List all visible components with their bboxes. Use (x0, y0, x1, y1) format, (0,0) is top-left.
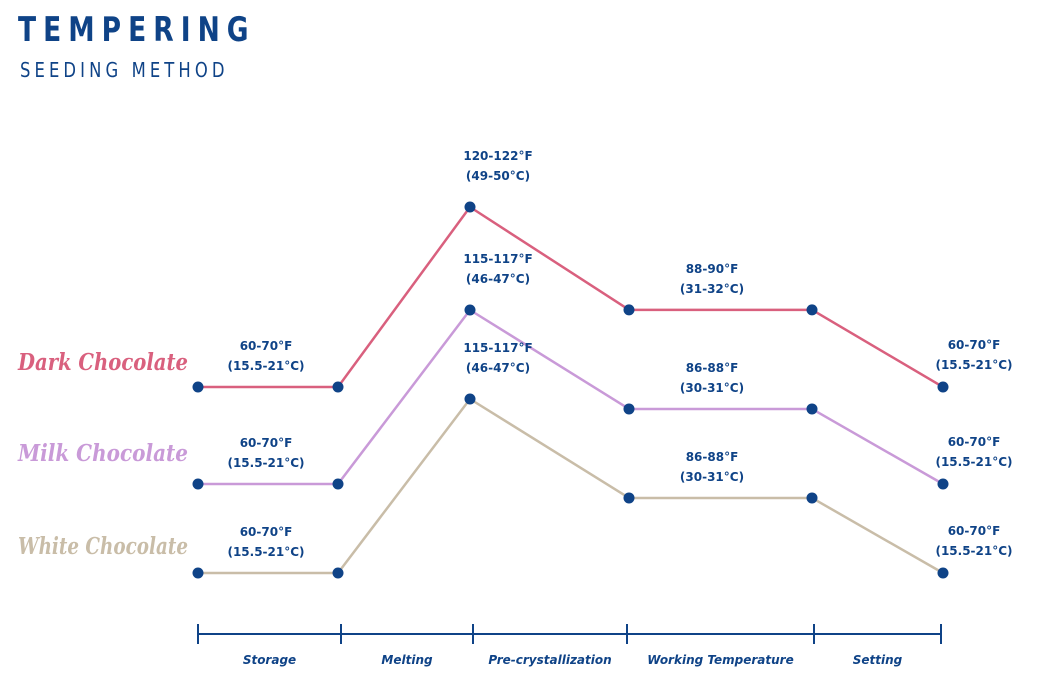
series-line (198, 397, 944, 575)
temp-label-c: (30-31°C) (680, 470, 744, 484)
data-point (623, 403, 635, 415)
data-point (332, 381, 344, 393)
temp-label-f: 60-70°F (948, 524, 1001, 538)
data-point (623, 304, 635, 316)
temp-label-c: (15.5-21°C) (227, 456, 304, 470)
stage-label: Setting (853, 653, 903, 667)
temp-label-c: (15.5-21°C) (227, 545, 304, 559)
temp-label-f: 115-117°F (463, 341, 532, 355)
series-line (198, 205, 944, 389)
temp-label-f: 60-70°F (948, 435, 1001, 449)
temp-label-c: (15.5-21°C) (935, 455, 1012, 469)
data-point (937, 478, 949, 490)
data-point (332, 478, 344, 490)
data-point (192, 381, 204, 393)
temp-label-f: 60-70°F (948, 338, 1001, 352)
stage-label: Working Temperature (647, 653, 794, 667)
temp-label-c: (15.5-21°C) (935, 544, 1012, 558)
temp-label-f: 86-88°F (686, 361, 739, 375)
data-point (937, 381, 949, 393)
temp-label-f: 86-88°F (686, 450, 739, 464)
page-title: TEMPERING (18, 10, 256, 50)
temp-label-f: 60-70°F (240, 525, 293, 539)
temp-label-f: 88-90°F (686, 262, 739, 276)
data-point (332, 567, 344, 579)
stage-label: Melting (381, 653, 433, 667)
data-point (464, 393, 476, 405)
data-point (464, 304, 476, 316)
temp-label-f: 115-117°F (463, 252, 532, 266)
stage-label: Storage (243, 653, 296, 667)
series-name: White Chocolate (18, 533, 188, 560)
temp-label-c: (15.5-21°C) (227, 359, 304, 373)
series-line (198, 308, 944, 486)
series-name: Milk Chocolate (17, 440, 188, 467)
temp-label-f: 60-70°F (240, 436, 293, 450)
data-point (192, 567, 204, 579)
data-point (623, 492, 635, 504)
page-subtitle: SEEDING METHOD (20, 58, 229, 82)
temp-label-c: (46-47°C) (466, 361, 530, 375)
series-name: Dark Chocolate (17, 349, 188, 376)
temp-label-c: (49-50°C) (466, 169, 530, 183)
data-point (464, 201, 476, 213)
stage-label: Pre-crystallization (488, 653, 611, 667)
temp-label-c: (15.5-21°C) (935, 358, 1012, 372)
data-point (806, 304, 818, 316)
temp-label-c: (31-32°C) (680, 282, 744, 296)
data-point (937, 567, 949, 579)
temp-label-c: (46-47°C) (466, 272, 530, 286)
data-point (806, 403, 818, 415)
temp-label-c: (30-31°C) (680, 381, 744, 395)
temp-label-f: 60-70°F (240, 339, 293, 353)
data-point (806, 492, 818, 504)
temp-label-f: 120-122°F (463, 149, 532, 163)
data-point (192, 478, 204, 490)
